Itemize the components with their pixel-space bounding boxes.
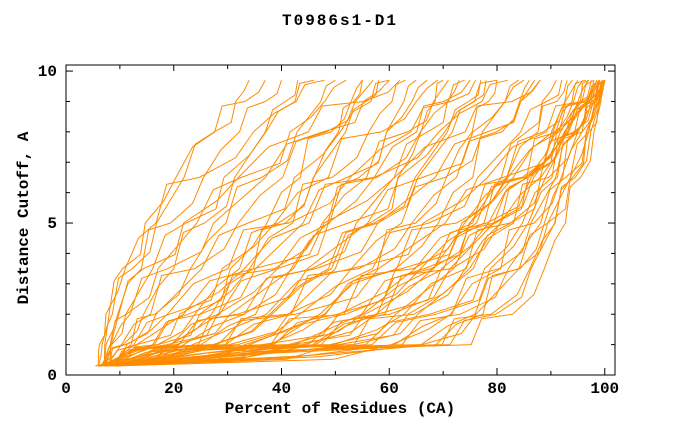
model-curve [97,79,250,367]
x-tick-label: 20 [164,380,183,398]
model-curve [106,79,605,367]
model-curve [103,79,347,367]
model-curve [100,79,428,367]
model-curve [108,79,465,367]
y-tick-label: 5 [47,215,57,233]
model-curve [103,80,460,367]
model-curve [111,79,363,367]
model-curve [111,79,525,367]
model-curve [109,80,568,367]
model-curve [111,80,482,367]
model-curve [103,79,266,366]
model-curve [108,80,299,366]
chart-title: T0986s1-D1 [281,12,398,30]
model-curve [105,79,508,367]
model-curve [117,79,606,367]
model-curve [103,80,563,367]
model-curve [103,79,390,367]
y-axis-label: Distance Cutoff, A [15,131,33,305]
model-curve [114,79,606,367]
model-curve [108,79,439,367]
model-curve [117,79,590,367]
x-tick-label: 80 [487,380,506,398]
model-curve [111,79,595,367]
model-curve [117,79,449,367]
x-tick-label: 100 [590,380,619,398]
model-curve [100,79,374,367]
model-curve [98,79,606,367]
x-axis-label: Percent of Residues (CA) [224,400,456,418]
model-curve [114,79,336,367]
model-curve [114,79,573,367]
model-curve [111,79,606,367]
model-curve [103,79,390,367]
model-curve [95,79,606,367]
y-tick-label: 0 [47,367,57,385]
y-tick-label: 10 [38,63,57,81]
model-curve [98,79,476,367]
model-curve [117,79,606,367]
model-curve [108,79,401,366]
model-curve [114,79,498,367]
model-curve [114,79,471,367]
model-curve [114,80,498,367]
model-curve [103,79,606,367]
model-curve [114,79,541,367]
model-curve [109,80,600,367]
model-curve [103,79,541,367]
model-curve [117,80,603,367]
model-curve [97,79,325,366]
model-curve [114,79,587,367]
model-curve [114,80,379,367]
model-curve [100,80,600,367]
model-curve [103,80,606,367]
x-tick-label: 0 [61,380,71,398]
model-curve [100,80,282,367]
model-curve [98,79,444,367]
plot-frame [65,64,616,376]
x-tick-label: 60 [380,380,399,398]
model-curve [117,79,417,367]
model-curve [114,79,600,367]
x-tick-label: 40 [272,380,291,398]
model-curve [114,79,557,367]
